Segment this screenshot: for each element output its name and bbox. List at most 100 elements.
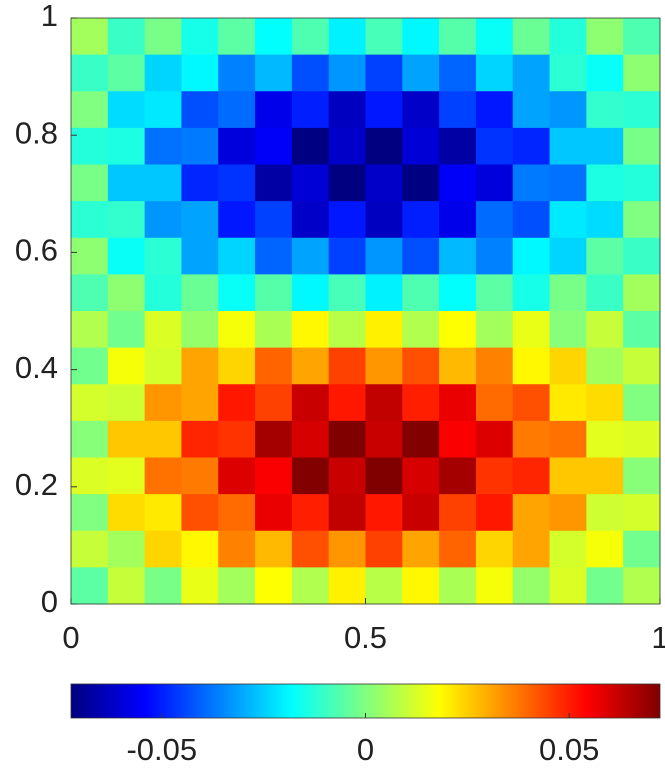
cell <box>623 164 661 202</box>
cell <box>328 567 366 605</box>
cell <box>291 237 330 275</box>
cell <box>402 311 440 349</box>
cell <box>107 18 146 56</box>
cell <box>586 91 624 129</box>
cell <box>623 274 661 312</box>
cell <box>181 347 219 385</box>
cell <box>439 567 477 605</box>
cell <box>586 384 624 422</box>
cell <box>255 384 293 422</box>
cell <box>402 91 440 129</box>
cell <box>218 91 256 129</box>
cell <box>181 127 219 165</box>
cell <box>71 494 109 532</box>
cell <box>71 457 109 495</box>
cell <box>475 91 514 129</box>
cell <box>586 201 624 239</box>
cell <box>623 384 661 422</box>
cell <box>71 201 109 239</box>
cell <box>107 567 146 605</box>
cell <box>181 201 219 239</box>
cell <box>255 237 293 275</box>
cell <box>512 54 551 92</box>
cell <box>291 347 330 385</box>
cell <box>623 18 661 56</box>
cell <box>71 530 109 568</box>
cell <box>291 274 330 312</box>
cell <box>144 457 182 495</box>
cell <box>549 127 587 165</box>
cell <box>439 164 477 202</box>
cell <box>475 18 514 56</box>
cell <box>144 201 182 239</box>
cell <box>144 274 182 312</box>
cell <box>71 311 109 349</box>
cell <box>291 54 330 92</box>
colorbar-tick-label: -0.05 <box>126 732 197 767</box>
cell <box>439 420 477 458</box>
cell <box>291 567 330 605</box>
cell <box>328 274 366 312</box>
cell <box>328 420 366 458</box>
cell <box>328 18 366 56</box>
cell <box>328 384 366 422</box>
cell <box>107 347 146 385</box>
cell <box>512 567 551 605</box>
cell <box>475 420 514 458</box>
cell <box>181 457 219 495</box>
y-tick-label: 0.6 <box>15 233 58 268</box>
cell <box>107 54 146 92</box>
cell <box>549 384 587 422</box>
cell <box>402 494 440 532</box>
cell <box>218 457 256 495</box>
cell <box>255 201 293 239</box>
cell <box>586 18 624 56</box>
cell <box>439 91 477 129</box>
y-tick-label: 0.8 <box>15 115 58 150</box>
y-tick-label: 1 <box>41 0 58 33</box>
cell <box>365 54 403 92</box>
cell <box>144 567 182 605</box>
cell <box>107 530 146 568</box>
cell <box>549 311 587 349</box>
cell <box>475 457 514 495</box>
cell <box>144 127 182 165</box>
cell <box>218 567 256 605</box>
cell <box>255 91 293 129</box>
cell <box>144 494 182 532</box>
cell <box>218 311 256 349</box>
cell <box>475 311 514 349</box>
cell <box>218 127 256 165</box>
cell <box>402 18 440 56</box>
cell <box>623 530 661 568</box>
cell <box>365 127 403 165</box>
cell <box>181 18 219 56</box>
cell <box>291 18 330 56</box>
cell <box>512 494 551 532</box>
cell <box>586 274 624 312</box>
cell <box>549 237 587 275</box>
cell <box>586 567 624 605</box>
cell <box>291 127 330 165</box>
cell <box>439 457 477 495</box>
cell <box>439 237 477 275</box>
cell <box>402 274 440 312</box>
cell <box>549 530 587 568</box>
cell <box>255 420 293 458</box>
cell <box>218 384 256 422</box>
cell <box>291 420 330 458</box>
cell <box>107 274 146 312</box>
cell <box>107 494 146 532</box>
cell <box>328 54 366 92</box>
cell <box>181 164 219 202</box>
cell <box>623 420 661 458</box>
cell <box>144 530 182 568</box>
cell <box>255 274 293 312</box>
cell <box>586 457 624 495</box>
cell <box>71 164 109 202</box>
cell <box>144 237 182 275</box>
cell <box>291 311 330 349</box>
cell <box>475 237 514 275</box>
